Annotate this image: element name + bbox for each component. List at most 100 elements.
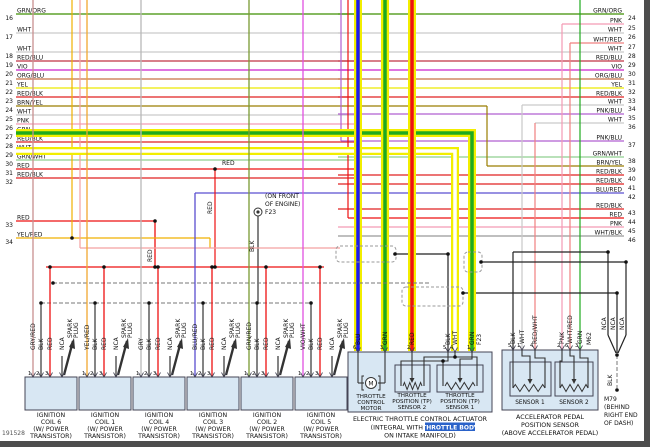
spark-plug-arrowhead — [177, 338, 183, 349]
ignition-coil-3-caption: COIL 4 — [149, 419, 169, 426]
pin-number: 3 — [261, 371, 264, 377]
pin-number: 1 — [244, 371, 247, 377]
wire-number-left: 19 — [5, 62, 13, 69]
wire-color-label: PNK — [610, 221, 623, 228]
connector-pin-mark — [192, 372, 198, 378]
junction-dot — [615, 353, 619, 357]
ignition-coil-3-box — [132, 376, 186, 411]
wire-number-right: 42 — [628, 194, 636, 201]
wire-color-label: WHT — [17, 109, 31, 116]
pin-number: 3 — [45, 371, 48, 377]
wire-number-right: 45 — [628, 228, 636, 235]
wire-color-label: WHT/BLK — [594, 230, 623, 237]
wire-number-left: 24 — [5, 107, 13, 114]
ignition-coil-1-caption: COIL 6 — [41, 419, 61, 426]
wire-number-right: 28 — [628, 53, 636, 60]
shield-box — [401, 286, 464, 307]
pin-number: 3 — [315, 371, 318, 377]
wire-color-label: YEL/RED — [16, 232, 43, 239]
wire-line — [617, 334, 627, 354]
pin-number: 1 — [298, 371, 301, 377]
ignition-coil-4-caption: TRANSISTOR) — [191, 433, 234, 440]
motor-label: MOTOR — [361, 406, 382, 412]
wiper-arrow — [409, 378, 415, 383]
spark-plug-arrowhead — [69, 338, 75, 349]
ignition-coil-4-box — [186, 376, 240, 411]
accel-caption: (ABOVE ACCELERATOR PEDAL) — [502, 430, 598, 437]
ignition-coil-6-caption: TRANSISTOR) — [299, 433, 342, 440]
wire-color-label: PNK/BLU — [596, 108, 622, 115]
pin-wire-label: WHT — [519, 330, 526, 344]
junction-dot — [615, 291, 619, 295]
pin-wire-label: WHT — [452, 331, 459, 345]
pin-wire-label: BLK — [308, 338, 315, 350]
ignition-coil-6-caption: (W/ POWER — [303, 426, 339, 433]
pin-number: 3 — [575, 343, 578, 349]
pin-number: 2 — [306, 371, 309, 377]
spark-plug-label: SPARK — [337, 318, 344, 338]
junction-dot — [624, 260, 628, 264]
motor-label: CONTROL — [357, 400, 385, 406]
wire-number-left: 31 — [5, 170, 13, 177]
f23-ground-label: OF ENGINE) — [265, 201, 300, 208]
wire-color-label: RED/BLK — [596, 178, 623, 185]
wire-number-left: 16 — [5, 15, 13, 22]
junction-dot — [393, 252, 397, 256]
junction-dot — [39, 301, 43, 305]
junction-dot — [201, 301, 205, 305]
ignition-coil-2-caption: (W/ POWER — [87, 426, 123, 433]
pin-wire-label: RED — [317, 337, 324, 350]
wire-number-left: 23 — [5, 98, 13, 105]
throttle-body-link-highlight[interactable] — [425, 422, 475, 432]
wire-color-label: RED — [207, 201, 214, 214]
junction-dot — [461, 291, 465, 295]
wire-color-label: RED/BLK — [596, 91, 623, 98]
pin-wire-label: NCA — [113, 336, 120, 350]
wire-number-left: 27 — [5, 134, 13, 141]
ignition-coil-3-caption: TRANSISTOR) — [137, 433, 180, 440]
wire-color-label: RED/BLK — [17, 172, 44, 179]
connector-pin-mark — [308, 372, 314, 378]
pin-wire-label: RED — [409, 332, 416, 345]
wire-color-label: PNK — [610, 18, 623, 25]
wire-color-label: WHT — [608, 117, 622, 124]
ignition-coil-5-caption: (W/ POWER — [249, 426, 285, 433]
ignition-coil-6-caption: IGNITION — [307, 412, 336, 419]
spark-plug-label: SPARK — [229, 318, 236, 338]
wire-number-left: 32 — [5, 179, 13, 186]
connector-pin-mark — [263, 372, 269, 378]
ground-symbol-f23-dot — [256, 210, 260, 214]
wire-number-left: 33 — [5, 222, 13, 229]
wire-number-right: 44 — [628, 219, 636, 226]
wire-number-right: 25 — [628, 25, 636, 32]
junction-dot — [93, 301, 97, 305]
wire-color-label: BLU/RED — [596, 187, 623, 194]
wire-color-label: GRN/ORG — [17, 8, 46, 15]
throttle-body-link[interactable]: THROTTLE BODY — [422, 425, 478, 432]
connector-pin-mark — [200, 372, 206, 378]
pin-wire-label: GRN — [469, 332, 476, 345]
wire-number-right: 27 — [628, 44, 636, 51]
pin-wire-label: BLU/RED — [192, 323, 199, 350]
wire-number-right: 26 — [628, 34, 636, 41]
connector-pin-mark — [59, 372, 65, 378]
ignition-coil-5-caption: IGNITION — [253, 412, 282, 419]
pin-wire-label: RED — [47, 337, 54, 350]
wire-color-label: RED/BLU — [596, 55, 622, 62]
wire-number-left: 26 — [5, 125, 13, 132]
pin-wire-label: NCA — [329, 336, 336, 350]
accel-caption: ACCELERATOR PEDAL — [516, 414, 584, 421]
pin-wire-label: BLK — [200, 338, 207, 350]
junction-dot — [606, 250, 610, 254]
accel-caption: POSITION SENSOR — [521, 422, 580, 429]
wire-color-label: YEL — [16, 82, 28, 89]
wire-line — [607, 334, 617, 354]
wire-line — [534, 350, 546, 388]
wire-color-label: NCA — [619, 316, 626, 330]
wire-number-left: 20 — [5, 71, 13, 78]
ignition-coil-3-caption: IGNITION — [145, 412, 174, 419]
ignition-coil-6-caption: COIL 5 — [311, 419, 331, 426]
spark-plug-label: PLUG — [235, 322, 242, 338]
connector-pin-mark — [138, 372, 144, 378]
